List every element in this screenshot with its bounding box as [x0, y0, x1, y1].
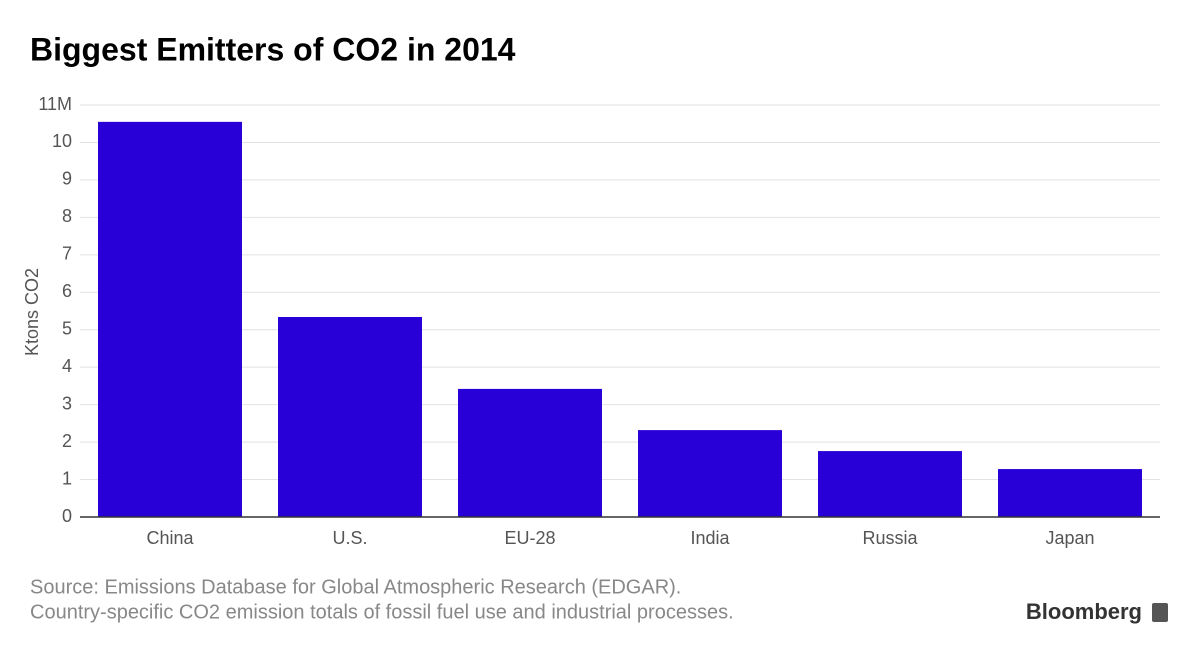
y-tick-label: 9 — [62, 169, 72, 189]
y-tick-label: 6 — [62, 281, 72, 301]
y-tick-label: 8 — [62, 206, 72, 226]
x-tick-label: EU-28 — [504, 528, 555, 548]
y-tick-label: 2 — [62, 431, 72, 451]
y-axis-label: Ktons CO2 — [22, 268, 42, 356]
y-tick-label: 3 — [62, 393, 72, 413]
bar — [278, 316, 422, 517]
x-tick-label: Russia — [862, 528, 918, 548]
brand-icon — [1152, 603, 1168, 622]
source-line: Source: Emissions Database for Global At… — [30, 576, 681, 598]
bar — [998, 469, 1142, 517]
x-tick-label: Japan — [1045, 528, 1094, 548]
bar — [638, 430, 782, 517]
source-line: Country-specific CO2 emission totals of … — [30, 601, 734, 623]
brand-logo: Bloomberg — [1026, 599, 1142, 624]
y-tick-label: 7 — [62, 244, 72, 264]
y-tick-label: 11M — [38, 94, 72, 114]
y-tick-label: 4 — [62, 356, 72, 376]
bar — [98, 121, 242, 517]
x-tick-label: U.S. — [332, 528, 367, 548]
y-tick-label: 0 — [62, 506, 72, 526]
x-tick-label: China — [146, 528, 194, 548]
bar — [818, 451, 962, 517]
y-tick-label: 1 — [62, 468, 72, 488]
y-tick-label: 10 — [52, 131, 72, 151]
y-tick-label: 5 — [62, 318, 72, 338]
chart-title: Biggest Emitters of CO2 in 2014 — [30, 31, 516, 67]
x-tick-label: India — [690, 528, 730, 548]
bar — [458, 388, 602, 517]
